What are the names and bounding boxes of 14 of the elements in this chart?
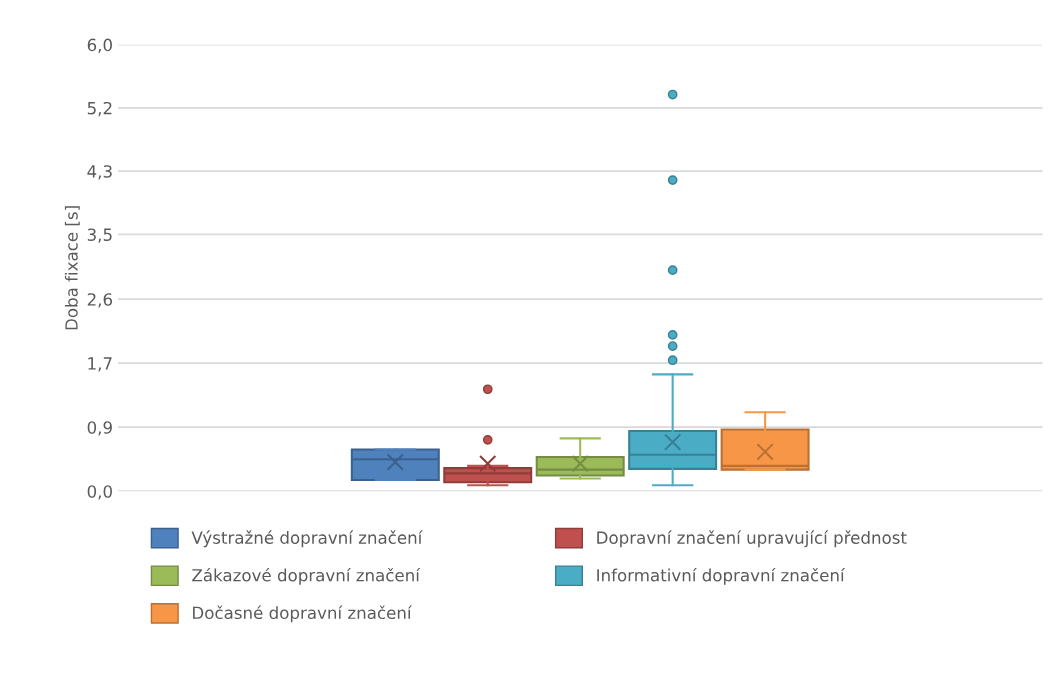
y-axis-title: Doba fixace [s] xyxy=(64,206,80,330)
y-tick-label: 1,7 xyxy=(88,357,112,372)
legend-label: Zákazové dopravní značení xyxy=(192,567,421,585)
y-tick-label: 6,0 xyxy=(87,38,112,53)
y-tick-label: 0,0 xyxy=(87,485,112,500)
legend-label: Informativní dopravní značení xyxy=(597,567,846,585)
legend-label: Výstražné dopravní značení xyxy=(191,530,423,548)
y-tick-label: 0,9 xyxy=(87,421,112,436)
legend-label: Dopravní značení upravující přednost xyxy=(597,530,907,548)
y-tick-label: 2,6 xyxy=(87,293,113,308)
legend-label: Dočasné dopravní značení xyxy=(193,605,412,623)
y-tick-label: 5,2 xyxy=(87,101,112,117)
y-tick-label: 4,3 xyxy=(87,165,112,180)
y-tick-label: 3,5 xyxy=(87,228,112,243)
